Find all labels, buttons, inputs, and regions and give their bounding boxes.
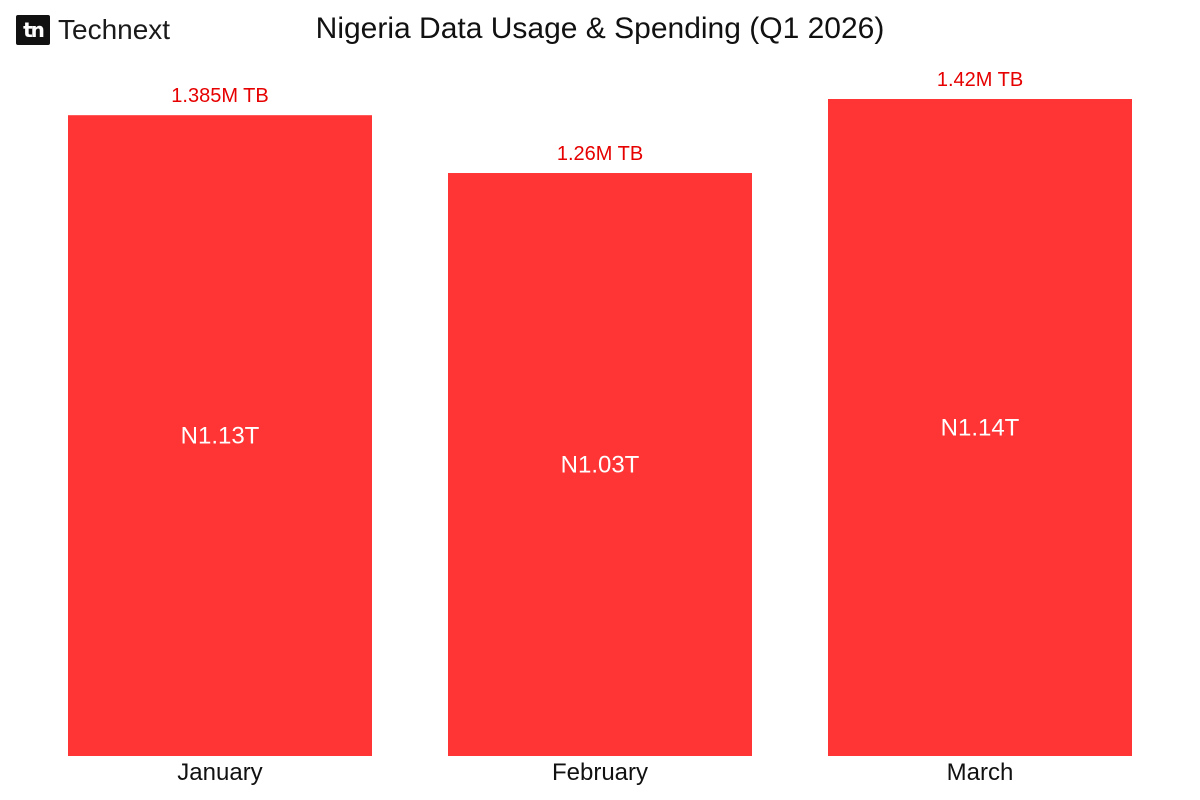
data-label-spending: N1.14T [941,415,1020,442]
brand-logo: tn Technext [16,14,170,46]
category-label: February [552,759,648,786]
category-label: January [177,759,262,786]
chart-title: Nigeria Data Usage & Spending (Q1 2026) [315,12,885,45]
data-label-spending: N1.13T [181,423,260,450]
bar-january [68,115,372,756]
brand-name: Technext [58,14,171,45]
category-label: March [947,759,1014,786]
bar-march [828,99,1132,756]
data-label-usage: 1.385M TB [171,85,268,107]
bar-february [448,173,752,756]
technext-logo-icon: tn [16,15,50,45]
data-label-usage: 1.42M TB [937,69,1023,91]
data-label-usage: 1.26M TB [557,143,643,165]
data-label-spending: N1.03T [561,452,640,479]
